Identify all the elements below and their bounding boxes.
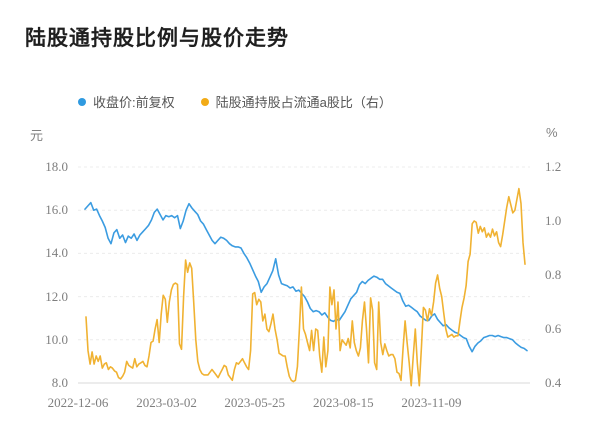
chart-title: 陆股通持股比例与股价走势 [25,27,289,50]
left-axis-unit: 元 [30,128,44,143]
legend: 收盘价:前复权 陆股通持股占流通a股比（右） [78,92,392,111]
y-right-tick: 1.2 [545,159,562,174]
legend-item-holding-ratio[interactable]: 陆股通持股占流通a股比（右） [200,92,392,111]
series-line-close-price [84,201,528,353]
x-axis-tick: 2023-03-02 [136,395,197,410]
legend-item-close-price[interactable]: 收盘价:前复权 [78,92,175,111]
legend-label-close-price: 收盘价:前复权 [93,95,175,110]
y-left-tick: 18.0 [45,159,68,174]
series-line-holding-ratio [85,187,526,387]
right-axis-unit: % [546,125,558,140]
x-axis-tick: 2023-11-09 [401,395,462,410]
x-axis-tick: 2023-05-25 [224,395,286,410]
y-left-tick: 16.0 [45,202,68,218]
close-price-dot-icon [78,97,86,106]
x-axis-tick: 2022-12-06 [47,395,109,410]
y-left-tick: 14.0 [45,245,68,261]
x-axis-tick: 2023-08-15 [312,395,374,410]
holding-ratio-dot-icon [200,97,209,106]
y-right-tick: 0.8 [545,267,562,282]
y-left-tick: 8.0 [51,375,68,390]
legend-label-holding-ratio: 陆股通持股占流通a股比（右） [215,95,392,110]
y-right-tick: 1.0 [545,213,562,228]
y-right-tick: 0.6 [545,321,562,336]
y-left-tick: 12.0 [45,288,68,304]
y-right-tick: 0.4 [545,375,562,390]
y-left-tick: 10.0 [45,331,68,347]
